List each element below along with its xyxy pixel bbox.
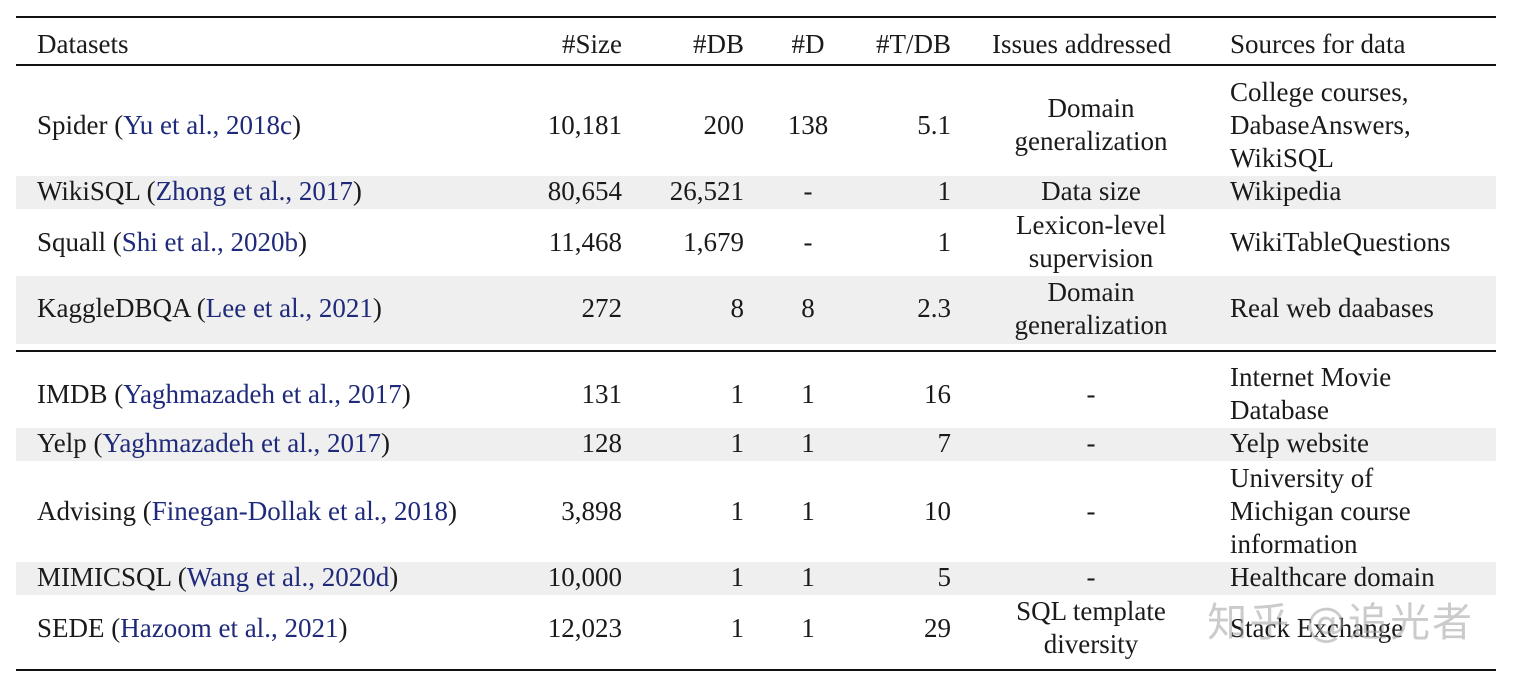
d-value: 1 — [801, 613, 815, 643]
d-value: 1 — [801, 379, 815, 409]
watermark: 知乎 @追光者 — [1207, 600, 1474, 646]
tdb-value: 29 — [924, 613, 951, 643]
header-datasets: Datasets — [37, 29, 129, 59]
issues-value: - — [1086, 379, 1096, 409]
db-value: 1 — [730, 613, 745, 643]
dataset-name: MIMICSQL (Wang et al., 2020d) — [37, 562, 399, 592]
citation-link[interactable]: Yaghmazadeh et al., 2017 — [123, 379, 402, 409]
size-value: 12,023 — [547, 613, 622, 643]
d-value: - — [803, 227, 813, 257]
tdb-value: 16 — [924, 379, 951, 409]
tdb-value: 1 — [937, 227, 952, 257]
tdb-value: 10 — [924, 496, 951, 526]
issues-value: Data size — [1041, 176, 1141, 206]
header-size: #Size — [562, 29, 622, 59]
sources-value: Healthcare domain — [1230, 562, 1435, 592]
size-value: 131 — [581, 379, 623, 409]
size-value: 10,181 — [547, 110, 622, 140]
d-value: 1 — [801, 496, 815, 526]
size-value: 80,654 — [547, 176, 622, 206]
d-value: - — [803, 176, 813, 206]
row-band — [16, 176, 1496, 209]
tdb-value: 2.3 — [917, 293, 951, 323]
d-value: 138 — [787, 110, 829, 140]
d-value: 1 — [801, 562, 815, 592]
issues-value: Lexicon-level supervision — [1016, 210, 1166, 273]
dataset-name: IMDB (Yaghmazadeh et al., 2017) — [37, 379, 411, 409]
tdb-value: 1 — [937, 176, 952, 206]
dataset-name: Yelp (Yaghmazadeh et al., 2017) — [37, 428, 390, 458]
dataset-name: Spider (Yu et al., 2018c) — [37, 110, 301, 140]
citation-link[interactable]: Zhong et al., 2017 — [155, 176, 353, 206]
sources-value: Stack Exchange — [1230, 613, 1404, 643]
sources-value: Yelp website — [1230, 428, 1370, 458]
row-band — [16, 276, 1496, 344]
header-db: #DB — [692, 29, 744, 59]
sources-value: WikiTableQuestions — [1230, 227, 1451, 257]
size-value: 3,898 — [561, 496, 622, 526]
header-issues: Issues addressed — [992, 29, 1172, 59]
d-value: 8 — [801, 293, 815, 323]
table-section-rule — [16, 350, 1496, 352]
size-value: 272 — [581, 293, 623, 323]
header-sources: Sources for data — [1230, 29, 1406, 59]
size-value: 128 — [581, 428, 623, 458]
issues-value: Domain generalization — [1014, 277, 1168, 340]
citation-link[interactable]: Finegan-Dollak et al., 2018 — [151, 496, 448, 526]
sources-value: Internet Movie Database — [1230, 362, 1392, 425]
citation-link[interactable]: Lee et al., 2021 — [205, 293, 373, 323]
dataset-name: SEDE (Hazoom et al., 2021) — [37, 613, 348, 643]
issues-value: - — [1086, 496, 1096, 526]
dataset-name: WikiSQL (Zhong et al., 2017) — [37, 176, 362, 206]
citation-link[interactable]: Hazoom et al., 2021 — [120, 613, 339, 643]
sources-value: Real web daabases — [1230, 293, 1434, 323]
citation-link[interactable]: Yu et al., 2018c — [123, 110, 292, 140]
db-value: 1 — [730, 428, 745, 458]
table-bottom-rule — [16, 669, 1496, 671]
size-value: 10,000 — [547, 562, 622, 592]
citation-link[interactable]: Wang et al., 2020d — [186, 562, 390, 592]
sources-value: Wikipedia — [1230, 176, 1342, 206]
citation-link[interactable]: Shi et al., 2020b — [121, 227, 299, 257]
issues-value: Domain generalization — [1014, 93, 1168, 156]
d-value: 1 — [801, 428, 815, 458]
table-header-rule — [16, 64, 1496, 66]
dataset-name: Advising (Finegan-Dollak et al., 2018) — [37, 496, 457, 526]
issues-value: SQL template diversity — [1016, 596, 1166, 659]
size-value: 11,468 — [548, 227, 622, 257]
citation-link[interactable]: Yaghmazadeh et al., 2017 — [102, 428, 381, 458]
db-value: 26,521 — [669, 176, 744, 206]
dataset-name: KaggleDBQA (Lee et al., 2021) — [37, 293, 382, 323]
row-band — [16, 562, 1496, 595]
header-d: #D — [791, 29, 825, 59]
header-tdb: #T/DB — [875, 29, 951, 59]
issues-value: - — [1086, 428, 1096, 458]
db-value: 1,679 — [683, 227, 744, 257]
tdb-value: 5 — [937, 562, 952, 592]
db-value: 1 — [730, 562, 745, 592]
dataset-name: Squall (Shi et al., 2020b) — [37, 227, 308, 257]
issues-value: - — [1086, 562, 1096, 592]
db-value: 1 — [730, 379, 745, 409]
sources-value: University of Michigan course informatio… — [1230, 463, 1411, 559]
tdb-value: 7 — [937, 428, 952, 458]
db-value: 1 — [730, 496, 745, 526]
tdb-value: 5.1 — [917, 110, 951, 140]
db-value: 200 — [703, 110, 745, 140]
table-top-rule — [16, 16, 1496, 18]
row-band — [16, 428, 1496, 461]
db-value: 8 — [730, 293, 745, 323]
sources-value: College courses, DabaseAnswers, WikiSQL — [1230, 77, 1411, 173]
